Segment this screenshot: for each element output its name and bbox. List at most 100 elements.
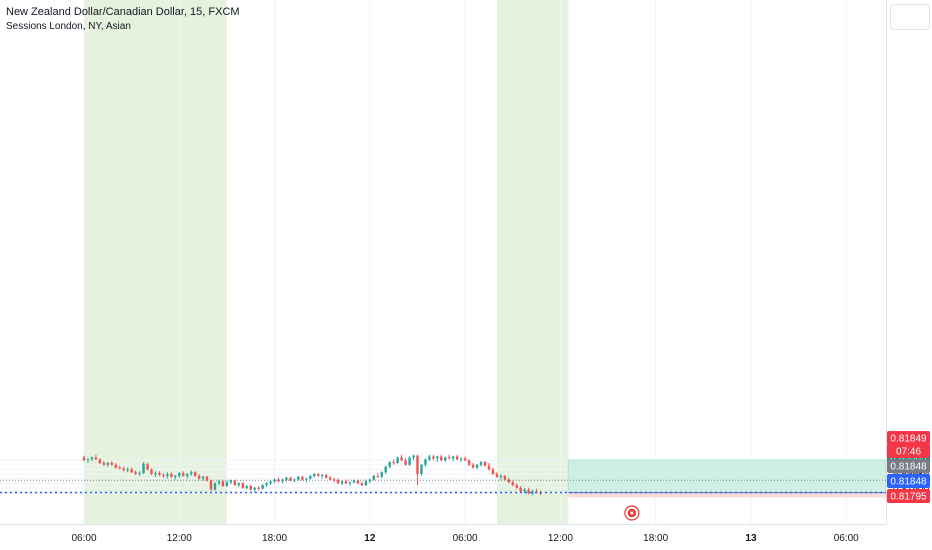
candle[interactable] [360, 483, 364, 486]
candle[interactable] [186, 474, 189, 476]
candle[interactable] [102, 463, 106, 465]
candle[interactable] [463, 458, 467, 461]
candle[interactable] [150, 469, 153, 475]
candle[interactable] [416, 455, 419, 475]
candle[interactable] [229, 480, 233, 483]
candle[interactable] [253, 487, 256, 490]
candle[interactable] [388, 462, 391, 467]
candle[interactable] [94, 457, 98, 460]
candle[interactable] [166, 474, 169, 476]
candle[interactable] [90, 457, 94, 460]
candle[interactable] [392, 462, 395, 464]
candle[interactable] [523, 489, 526, 492]
stop-loss-zone[interactable] [568, 492, 886, 498]
candle[interactable] [424, 459, 427, 465]
candle[interactable] [126, 469, 129, 471]
time-axis[interactable] [0, 524, 886, 550]
candle[interactable] [130, 469, 133, 473]
candle[interactable] [444, 457, 447, 461]
candle[interactable] [265, 483, 268, 486]
candle[interactable] [380, 472, 383, 477]
candle[interactable] [479, 462, 483, 465]
candle[interactable] [324, 474, 328, 478]
candle[interactable] [368, 479, 372, 482]
candle[interactable] [483, 462, 487, 466]
candle[interactable] [217, 481, 221, 484]
candle[interactable] [154, 473, 157, 475]
candle[interactable] [134, 472, 137, 475]
candle[interactable] [364, 481, 368, 486]
scale-settings-button[interactable] [890, 4, 930, 30]
candle[interactable] [376, 475, 379, 477]
candle[interactable] [245, 486, 248, 488]
candle[interactable] [281, 479, 284, 482]
candle[interactable] [340, 481, 344, 484]
candle[interactable] [531, 491, 534, 494]
candle[interactable] [142, 463, 145, 474]
candle[interactable] [515, 485, 518, 488]
candle[interactable] [197, 475, 201, 479]
candle[interactable] [305, 478, 308, 480]
candle[interactable] [193, 472, 197, 476]
candle[interactable] [344, 481, 348, 484]
candle[interactable] [118, 467, 121, 469]
candle[interactable] [455, 456, 459, 460]
candle[interactable] [189, 472, 193, 475]
candle[interactable] [328, 477, 332, 480]
candle[interactable] [289, 477, 292, 481]
candle[interactable] [352, 480, 356, 483]
candle[interactable] [106, 463, 110, 465]
candle[interactable] [114, 464, 117, 468]
candle[interactable] [372, 475, 376, 480]
candle[interactable] [261, 485, 264, 489]
candle[interactable] [122, 468, 125, 471]
profit-target-zone[interactable] [567, 459, 887, 494]
candle[interactable] [269, 481, 272, 484]
candle[interactable] [503, 475, 507, 480]
candle[interactable] [519, 487, 522, 492]
candle[interactable] [412, 455, 415, 458]
candle[interactable] [428, 456, 431, 460]
candle[interactable] [495, 474, 499, 477]
candle[interactable] [158, 473, 161, 475]
candle[interactable] [98, 459, 102, 463]
candle[interactable] [432, 456, 435, 459]
candle[interactable] [138, 473, 141, 475]
candle[interactable] [408, 457, 411, 465]
candle[interactable] [301, 476, 304, 480]
candle[interactable] [146, 463, 149, 470]
candle[interactable] [297, 476, 300, 480]
candle[interactable] [213, 483, 217, 490]
candle[interactable] [396, 457, 399, 463]
candle[interactable] [384, 466, 387, 473]
candle[interactable] [459, 458, 463, 460]
candle[interactable] [321, 474, 324, 476]
candle[interactable] [404, 460, 407, 465]
candle[interactable] [249, 486, 252, 490]
candle[interactable] [527, 489, 530, 494]
indicator-title[interactable]: Sessions London, NY, Asian [6, 21, 131, 32]
candle[interactable] [309, 475, 312, 479]
candle[interactable] [82, 457, 86, 461]
candle[interactable] [277, 479, 280, 482]
candle[interactable] [205, 476, 209, 481]
candle[interactable] [332, 479, 336, 481]
candle[interactable] [237, 483, 241, 486]
candle[interactable] [170, 474, 173, 477]
candle[interactable] [356, 480, 360, 484]
candle[interactable] [241, 483, 244, 488]
candle[interactable] [233, 480, 237, 486]
candle[interactable] [182, 473, 185, 476]
candle[interactable] [452, 456, 455, 459]
candle[interactable] [436, 456, 439, 459]
candle[interactable] [471, 464, 475, 468]
candle[interactable] [400, 457, 403, 461]
candle[interactable] [209, 480, 213, 490]
candle[interactable] [178, 473, 181, 476]
candle[interactable] [285, 477, 288, 480]
candle[interactable] [487, 465, 491, 470]
candle[interactable] [507, 479, 510, 483]
candle[interactable] [440, 456, 443, 461]
candle[interactable] [491, 469, 495, 475]
